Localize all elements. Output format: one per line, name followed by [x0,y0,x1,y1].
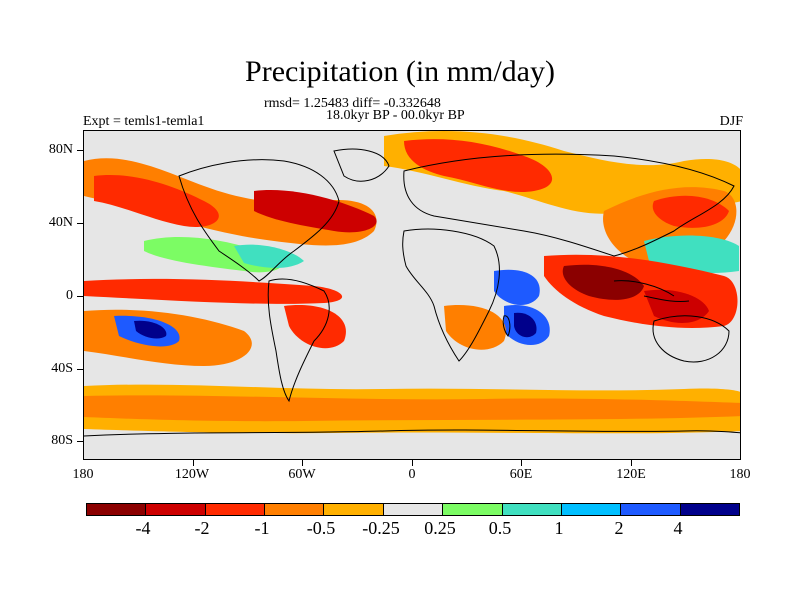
lon-label-60e: 60E [509,467,533,482]
colorbar-box [561,504,622,515]
experiment-label: Expt = temls1-temla1 [83,114,205,129]
colorbar-box [265,504,325,515]
colorbar-label: -1 [254,518,270,538]
colorbar-box [680,504,739,515]
north-america-outline [178,159,340,282]
colorbar [86,503,740,516]
lat-tick [77,369,83,370]
colorbar-label: -0.25 [362,518,400,538]
anomaly-patch [562,264,644,300]
antarctica-outline [84,429,740,437]
colorbar-box [205,504,266,515]
colorbar-label: -0.5 [306,518,336,538]
anomaly-patch [494,269,540,306]
lon-label-120e: 120E [616,467,646,482]
lon-label-120w: 120W [174,467,210,482]
colorbar-label: -2 [194,518,210,538]
colorbar-box [324,504,384,515]
anomaly-patch [444,305,506,350]
colorbar-box [383,504,444,515]
anomaly-patch [644,235,739,273]
anomaly-patch [644,289,709,323]
colorbar-label: -4 [135,518,151,538]
season-label: DJF [719,114,743,129]
greenland-outline [333,148,390,182]
anomaly-patch [134,320,167,339]
anomaly-patch [404,139,553,193]
colorbar-box [502,504,562,515]
colorbar-box [621,504,681,515]
colorbar-label: 1 [554,518,564,538]
lat-tick [77,150,83,151]
lat-tick [77,441,83,442]
colorbar-label: 0.25 [424,518,456,538]
anomaly-patch [284,305,346,349]
colorbar-box [87,504,147,515]
anomaly-patch [84,395,740,422]
africa-outline [402,228,500,362]
anomaly-patch [94,175,219,227]
colorbar-box [146,504,206,515]
lon-label-0: 0 [408,467,416,482]
anomaly-patch [514,312,537,338]
anomaly-patch [84,278,343,304]
madagascar-outline [502,315,511,337]
lon-tick [631,460,632,466]
period-text: 18.0kyr BP - 00.0kyr BP [326,108,465,123]
stats-text: rmsd= 1.25483 diff= -0.332648 [264,96,441,111]
lat-tick [77,223,83,224]
anomaly-patch [652,195,729,228]
lon-tick [302,460,303,466]
lat-label-40n: 40N [48,215,73,230]
indonesia-outline [613,280,690,302]
lon-label-60w: 60W [288,467,316,482]
south-america-outline [267,278,330,403]
lat-label-0: 0 [66,288,73,303]
eurasia-outline [403,153,735,257]
lat-label-40s: 40S [51,361,73,376]
colorbar-label: 0.5 [488,518,512,538]
lon-label-180w: 180 [72,467,94,482]
lat-label-80n: 80N [48,142,73,157]
lon-label-180e: 180 [729,467,751,482]
colorbar-box [443,504,503,515]
lat-tick [77,296,83,297]
anomaly-patch [254,190,377,233]
anomaly-patch [234,244,304,268]
colorbar-label: 4 [673,518,683,538]
precipitation-map [83,130,741,460]
lon-tick [412,460,413,466]
australia-outline [652,315,730,363]
lat-label-80s: 80S [51,433,73,448]
chart-title: Precipitation (in mm/day) [245,55,555,88]
lon-tick [193,460,194,466]
lon-tick [521,460,522,466]
colorbar-label: 2 [614,518,624,538]
